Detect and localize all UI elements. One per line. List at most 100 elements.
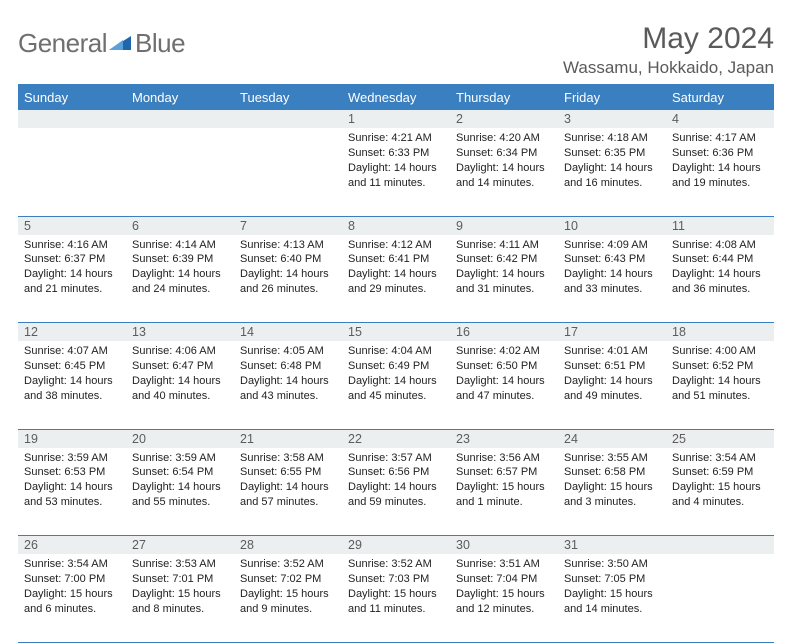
day-number-cell: 1 <box>342 110 450 128</box>
day-number-cell: 26 <box>18 536 126 555</box>
day-details: Sunrise: 4:12 AMSunset: 6:41 PMDaylight:… <box>342 235 450 301</box>
day-body-cell: Sunrise: 4:11 AMSunset: 6:42 PMDaylight:… <box>450 235 558 323</box>
day-number-cell: 10 <box>558 216 666 235</box>
day-body-cell: Sunrise: 3:50 AMSunset: 7:05 PMDaylight:… <box>558 554 666 642</box>
day-number-cell: 27 <box>126 536 234 555</box>
day-number-cell: 9 <box>450 216 558 235</box>
day-number-cell: 30 <box>450 536 558 555</box>
day-details: Sunrise: 4:05 AMSunset: 6:48 PMDaylight:… <box>234 341 342 407</box>
month-title: May 2024 <box>563 22 774 56</box>
day-body-cell: Sunrise: 4:01 AMSunset: 6:51 PMDaylight:… <box>558 341 666 429</box>
day-number-cell: 21 <box>234 429 342 448</box>
day-body-cell: Sunrise: 3:53 AMSunset: 7:01 PMDaylight:… <box>126 554 234 642</box>
day-body-cell: Sunrise: 4:05 AMSunset: 6:48 PMDaylight:… <box>234 341 342 429</box>
day-details: Sunrise: 4:21 AMSunset: 6:33 PMDaylight:… <box>342 128 450 194</box>
day-number-cell: 2 <box>450 110 558 128</box>
day-number-cell: 4 <box>666 110 774 128</box>
day-number-cell: 14 <box>234 323 342 342</box>
day-body-cell: Sunrise: 4:20 AMSunset: 6:34 PMDaylight:… <box>450 128 558 216</box>
day-number-cell: 13 <box>126 323 234 342</box>
day-details: Sunrise: 3:59 AMSunset: 6:53 PMDaylight:… <box>18 448 126 514</box>
day-number-row: 1234 <box>18 110 774 128</box>
day-body-cell: Sunrise: 4:14 AMSunset: 6:39 PMDaylight:… <box>126 235 234 323</box>
day-details: Sunrise: 3:53 AMSunset: 7:01 PMDaylight:… <box>126 554 234 620</box>
wedge-icon <box>109 28 133 59</box>
day-body-row: Sunrise: 4:07 AMSunset: 6:45 PMDaylight:… <box>18 341 774 429</box>
day-body-cell: Sunrise: 3:52 AMSunset: 7:02 PMDaylight:… <box>234 554 342 642</box>
day-details <box>18 128 126 135</box>
day-number-cell: 11 <box>666 216 774 235</box>
day-number-cell: 19 <box>18 429 126 448</box>
day-body-cell: Sunrise: 3:55 AMSunset: 6:58 PMDaylight:… <box>558 448 666 536</box>
day-details: Sunrise: 4:08 AMSunset: 6:44 PMDaylight:… <box>666 235 774 301</box>
day-body-cell: Sunrise: 4:17 AMSunset: 6:36 PMDaylight:… <box>666 128 774 216</box>
day-body-cell: Sunrise: 4:07 AMSunset: 6:45 PMDaylight:… <box>18 341 126 429</box>
day-number-cell: 25 <box>666 429 774 448</box>
day-number-cell <box>18 110 126 128</box>
day-details <box>126 128 234 135</box>
day-details: Sunrise: 4:09 AMSunset: 6:43 PMDaylight:… <box>558 235 666 301</box>
title-block: May 2024 Wassamu, Hokkaido, Japan <box>563 22 774 78</box>
day-body-cell: Sunrise: 3:56 AMSunset: 6:57 PMDaylight:… <box>450 448 558 536</box>
day-details: Sunrise: 3:55 AMSunset: 6:58 PMDaylight:… <box>558 448 666 514</box>
weekday-header: Sunday <box>18 85 126 110</box>
day-details: Sunrise: 3:58 AMSunset: 6:55 PMDaylight:… <box>234 448 342 514</box>
weekday-header: Saturday <box>666 85 774 110</box>
page-header: General Blue May 2024 Wassamu, Hokkaido,… <box>18 22 774 78</box>
day-body-cell: Sunrise: 4:08 AMSunset: 6:44 PMDaylight:… <box>666 235 774 323</box>
day-details: Sunrise: 3:56 AMSunset: 6:57 PMDaylight:… <box>450 448 558 514</box>
day-number-cell: 18 <box>666 323 774 342</box>
day-body-cell: Sunrise: 4:18 AMSunset: 6:35 PMDaylight:… <box>558 128 666 216</box>
day-body-cell: Sunrise: 3:57 AMSunset: 6:56 PMDaylight:… <box>342 448 450 536</box>
day-body-cell <box>234 128 342 216</box>
weekday-header: Thursday <box>450 85 558 110</box>
day-details <box>234 128 342 135</box>
day-body-cell: Sunrise: 3:51 AMSunset: 7:04 PMDaylight:… <box>450 554 558 642</box>
day-body-cell: Sunrise: 3:52 AMSunset: 7:03 PMDaylight:… <box>342 554 450 642</box>
day-number-cell <box>666 536 774 555</box>
day-number-cell: 5 <box>18 216 126 235</box>
day-body-cell: Sunrise: 4:02 AMSunset: 6:50 PMDaylight:… <box>450 341 558 429</box>
day-body-row: Sunrise: 4:16 AMSunset: 6:37 PMDaylight:… <box>18 235 774 323</box>
day-number-cell: 12 <box>18 323 126 342</box>
day-number-cell: 22 <box>342 429 450 448</box>
day-details <box>666 554 774 561</box>
day-body-cell <box>126 128 234 216</box>
day-number-cell: 8 <box>342 216 450 235</box>
day-details: Sunrise: 3:50 AMSunset: 7:05 PMDaylight:… <box>558 554 666 620</box>
day-details: Sunrise: 3:59 AMSunset: 6:54 PMDaylight:… <box>126 448 234 514</box>
day-number-cell: 28 <box>234 536 342 555</box>
day-number-cell: 16 <box>450 323 558 342</box>
day-details: Sunrise: 3:54 AMSunset: 7:00 PMDaylight:… <box>18 554 126 620</box>
day-body-cell: Sunrise: 4:21 AMSunset: 6:33 PMDaylight:… <box>342 128 450 216</box>
day-details: Sunrise: 4:20 AMSunset: 6:34 PMDaylight:… <box>450 128 558 194</box>
day-body-cell: Sunrise: 4:12 AMSunset: 6:41 PMDaylight:… <box>342 235 450 323</box>
day-details: Sunrise: 4:07 AMSunset: 6:45 PMDaylight:… <box>18 341 126 407</box>
day-number-cell: 23 <box>450 429 558 448</box>
day-number-cell: 15 <box>342 323 450 342</box>
day-details: Sunrise: 4:18 AMSunset: 6:35 PMDaylight:… <box>558 128 666 194</box>
day-details: Sunrise: 4:16 AMSunset: 6:37 PMDaylight:… <box>18 235 126 301</box>
calendar-table: Sunday Monday Tuesday Wednesday Thursday… <box>18 84 774 643</box>
weekday-header-row: Sunday Monday Tuesday Wednesday Thursday… <box>18 85 774 110</box>
day-details: Sunrise: 4:00 AMSunset: 6:52 PMDaylight:… <box>666 341 774 407</box>
day-body-cell: Sunrise: 3:59 AMSunset: 6:54 PMDaylight:… <box>126 448 234 536</box>
day-details: Sunrise: 4:11 AMSunset: 6:42 PMDaylight:… <box>450 235 558 301</box>
day-body-cell: Sunrise: 4:16 AMSunset: 6:37 PMDaylight:… <box>18 235 126 323</box>
day-details: Sunrise: 3:54 AMSunset: 6:59 PMDaylight:… <box>666 448 774 514</box>
day-body-cell: Sunrise: 3:54 AMSunset: 7:00 PMDaylight:… <box>18 554 126 642</box>
day-number-cell: 29 <box>342 536 450 555</box>
day-body-cell: Sunrise: 3:59 AMSunset: 6:53 PMDaylight:… <box>18 448 126 536</box>
day-body-cell: Sunrise: 4:13 AMSunset: 6:40 PMDaylight:… <box>234 235 342 323</box>
day-body-cell: Sunrise: 3:58 AMSunset: 6:55 PMDaylight:… <box>234 448 342 536</box>
day-number-row: 262728293031 <box>18 536 774 555</box>
day-body-cell: Sunrise: 3:54 AMSunset: 6:59 PMDaylight:… <box>666 448 774 536</box>
day-body-row: Sunrise: 3:54 AMSunset: 7:00 PMDaylight:… <box>18 554 774 642</box>
day-number-cell: 17 <box>558 323 666 342</box>
day-details: Sunrise: 3:52 AMSunset: 7:02 PMDaylight:… <box>234 554 342 620</box>
day-number-cell: 20 <box>126 429 234 448</box>
weekday-header: Friday <box>558 85 666 110</box>
day-number-cell: 6 <box>126 216 234 235</box>
day-body-cell: Sunrise: 4:04 AMSunset: 6:49 PMDaylight:… <box>342 341 450 429</box>
day-details: Sunrise: 4:17 AMSunset: 6:36 PMDaylight:… <box>666 128 774 194</box>
